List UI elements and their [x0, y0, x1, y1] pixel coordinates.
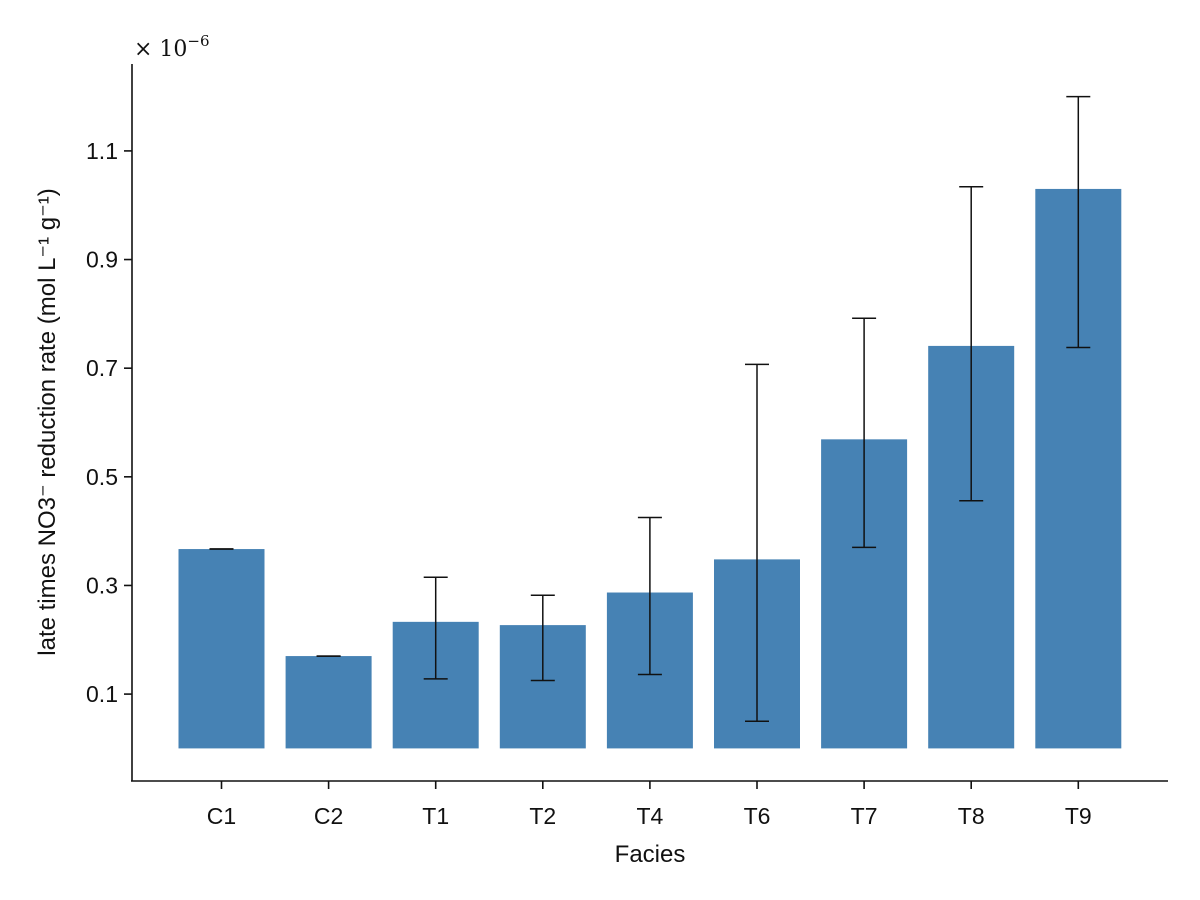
x-tick-label: T8	[958, 803, 985, 829]
error-bar-T8	[959, 186, 984, 502]
error-bar-T1	[423, 576, 448, 680]
error-bar-T2	[530, 594, 555, 682]
error-bar-T6	[745, 363, 769, 722]
bar-C1	[178, 549, 265, 749]
error-bars-group	[209, 95, 1091, 722]
x-tick-label: C2	[314, 803, 343, 829]
y-scale-label: × 10−6	[134, 32, 210, 62]
bars-group	[178, 188, 1122, 749]
x-tick-label: T2	[529, 803, 556, 829]
x-tick-label: T7	[851, 803, 878, 829]
y-tick-label: 0.3	[86, 572, 118, 598]
y-tick-label: 1.1	[86, 138, 118, 164]
y-ticks-group: 0.1 0.3 0.5 0.7 0.9 1.1	[86, 138, 132, 707]
x-tick-label: T4	[636, 803, 663, 829]
y-tick-label: 0.5	[86, 464, 118, 490]
y-tick-label: 0.9	[86, 247, 118, 273]
x-tick-label: T6	[744, 803, 771, 829]
error-bar-T7	[852, 317, 877, 549]
y-axis-title: late times NO3⁻ reduction rate (mol L⁻¹ …	[34, 188, 61, 655]
x-ticks-group: C1 C2 T1 T2 T4 T6 T7 T8 T9	[207, 781, 1092, 829]
x-axis-title: Facies	[615, 841, 686, 868]
y-tick-label: 0.1	[86, 681, 118, 707]
x-tick-label: T9	[1065, 803, 1092, 829]
x-tick-label: C1	[207, 803, 236, 829]
y-tick-label: 0.7	[86, 355, 118, 381]
error-bar-T9	[1066, 95, 1091, 349]
x-tick-label: T1	[422, 803, 449, 829]
bar-C2	[285, 656, 372, 749]
error-bar-T4	[637, 516, 662, 676]
